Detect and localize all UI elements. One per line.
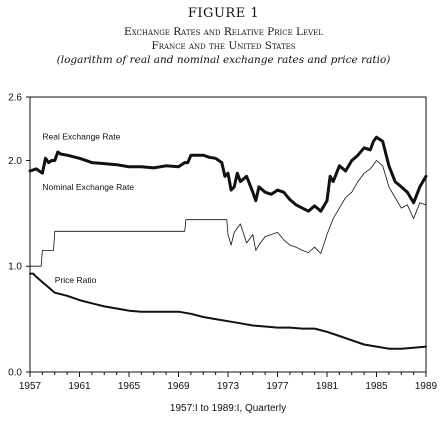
chart-note: (logarithm of real and nominal exchange … [56,54,391,66]
series-line-price-ratio [29,272,427,350]
series-line-real-exchange-rate [28,135,428,213]
chart-title: Exchange Rates and Relative Price Level [124,26,323,38]
chart-subtitle: France and the United States [151,40,296,52]
series-line-nominal-exchange-rate [29,160,427,267]
x-tick-label: 1985 [365,381,388,392]
x-tick-label: 1965 [118,381,141,392]
x-tick-label: 1977 [266,381,289,392]
series-labels: Real Exchange Rate Nominal Exchange Rate P… [42,131,134,285]
x-tick-label: 1981 [316,381,339,392]
y-tick-label: 1.0 [8,262,22,273]
x-tick-label: 1989 [415,381,438,392]
series-label: Price Ratio [55,275,97,285]
series-lines [28,135,428,350]
x-tick-label: 1957 [19,381,42,392]
y-tick-label: 2.0 [8,156,22,167]
y-tick-label: 0.0 [8,368,22,379]
x-tick-label: 1961 [68,381,91,392]
series-label: Nominal Exchange Rate [42,182,134,192]
figure-number: FIGURE 1 [187,6,260,21]
x-axis: 1957 1961 1965 1969 1973 1977 1981 1985 1989 [19,372,438,392]
x-tick-label: 1969 [167,381,190,392]
series-label: Real Exchange Rate [42,131,120,141]
x-tick-label: 1973 [217,381,240,392]
y-axis: 0.0 1.0 2.0 2.6 [8,93,30,379]
x-axis-title: 1957:I to 1989:I, Quarterly [170,403,286,414]
y-tick-label: 2.6 [8,93,22,104]
